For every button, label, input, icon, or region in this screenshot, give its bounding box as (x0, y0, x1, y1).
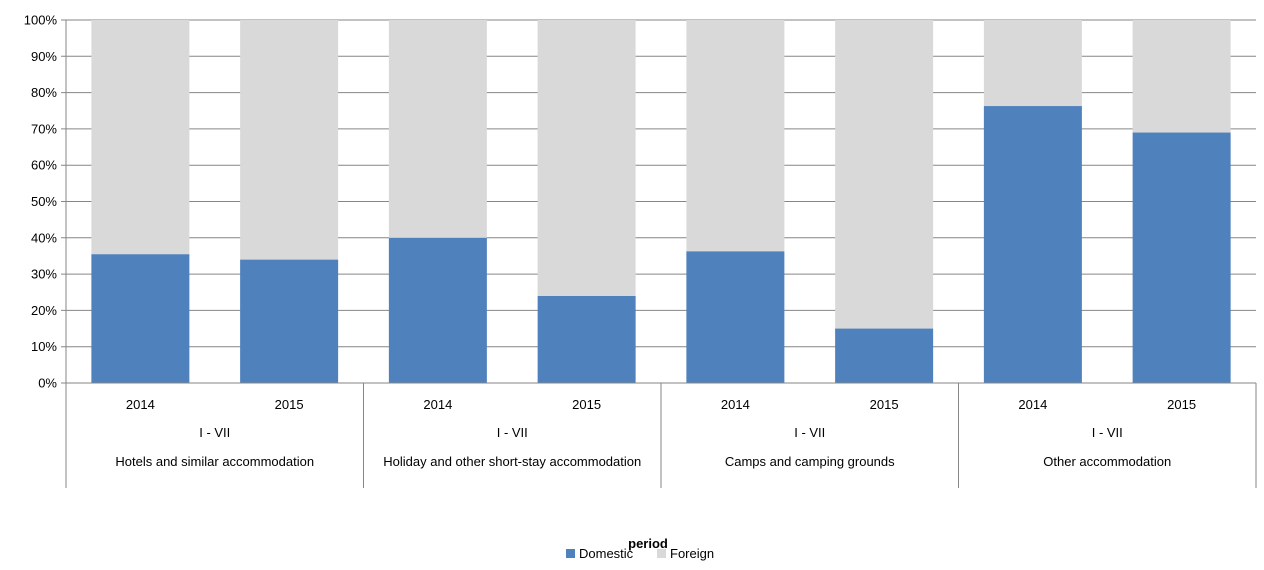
bar-foreign (983, 20, 1082, 107)
legend-label-domestic: Domestic (579, 546, 634, 561)
x-year-label: 2014 (1018, 397, 1047, 412)
bar-foreign (388, 20, 487, 238)
bar-domestic (835, 328, 934, 383)
x-year-label: 2014 (126, 397, 155, 412)
y-tick-label: 100% (24, 13, 58, 28)
bars (91, 20, 1231, 383)
x-year-label: 2015 (870, 397, 899, 412)
axes (65, 20, 1257, 488)
x-axis-title: period (628, 536, 668, 551)
bar-domestic (983, 106, 1082, 383)
y-axis-tick-labels: 0% 10% 20% 30% 40% 50% 60% 70% 80% 90% 100% (24, 13, 58, 391)
bar-foreign (91, 20, 190, 255)
x-period-label: I - VII (1092, 425, 1123, 440)
legend-label-foreign: Foreign (670, 546, 714, 561)
bar-foreign (537, 20, 636, 296)
y-tick-label: 40% (31, 230, 57, 245)
x-year-label: 2015 (1167, 397, 1196, 412)
x-axis-labels: 2014 2015 I - VII Hotels and similar accomm… (115, 397, 1196, 469)
x-period-label: I - VII (497, 425, 528, 440)
y-tick-label: 80% (31, 85, 57, 100)
bar-domestic (537, 295, 636, 383)
legend-swatch-foreign (657, 549, 666, 558)
y-tick-label: 30% (31, 267, 57, 282)
x-year-label: 2015 (275, 397, 304, 412)
bar-foreign (1132, 20, 1231, 133)
bar-foreign (835, 20, 934, 329)
x-period-label: I - VII (199, 425, 230, 440)
y-tick-label: 90% (31, 49, 57, 64)
y-tick-label: 0% (38, 376, 57, 391)
bar-domestic (240, 259, 339, 383)
bar-domestic (388, 237, 487, 383)
x-year-label: 2014 (721, 397, 750, 412)
x-category-label: Hotels and similar accommodation (115, 454, 314, 469)
y-tick-label: 50% (31, 194, 57, 209)
legend-swatch-domestic (566, 549, 575, 558)
x-category-label: Camps and camping grounds (725, 454, 895, 469)
y-tick-label: 10% (31, 339, 57, 354)
x-period-label: I - VII (794, 425, 825, 440)
x-year-label: 2014 (423, 397, 452, 412)
y-tick-label: 70% (31, 121, 57, 136)
bar-domestic (686, 251, 785, 383)
x-category-label: Other accommodation (1043, 454, 1171, 469)
bar-foreign (240, 20, 339, 260)
bar-domestic (91, 254, 190, 383)
x-category-label: Holiday and other short-stay accommodati… (383, 454, 641, 469)
bar-foreign (686, 20, 785, 252)
x-year-label: 2015 (572, 397, 601, 412)
legend: Domestic Foreign (566, 546, 714, 561)
bar-domestic (1132, 132, 1231, 383)
y-tick-label: 20% (31, 303, 57, 318)
y-tick-label: 60% (31, 158, 57, 173)
